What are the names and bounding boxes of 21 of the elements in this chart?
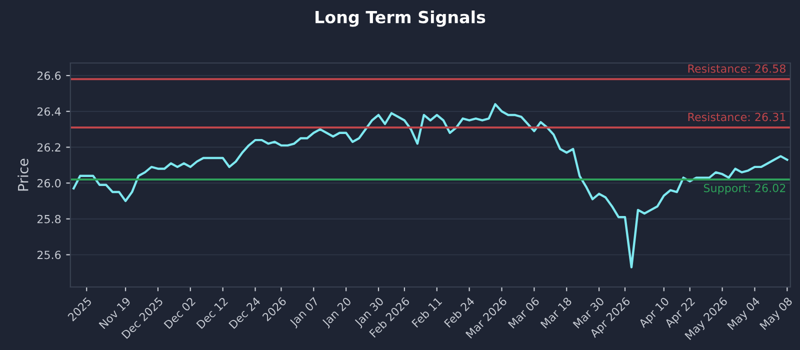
y-tick-label: 26.0	[37, 179, 61, 188]
ref-line-label: Resistance: 26.31	[688, 112, 786, 122]
y-tick-label: 26.4	[37, 107, 61, 116]
x-tick-label: Mar 06	[508, 296, 540, 329]
x-tick-label: Dec 12	[196, 296, 228, 330]
y-axis-title: Price	[18, 158, 28, 191]
x-tick-label: Dec 24	[228, 296, 261, 330]
line-series	[72, 103, 788, 268]
chart-title: Long Term Signals	[316, 10, 486, 27]
y-tick-label: 26.6	[37, 72, 61, 80]
y-tick-label: 26.2	[37, 143, 60, 152]
x-tick-label: Mar 18	[540, 296, 572, 329]
x-tick-label: Jan 07	[288, 296, 321, 329]
y-tick-label: 25.8	[37, 214, 61, 224]
x-tick-label: Feb 24	[444, 296, 475, 328]
x-tick-label: Feb 11	[411, 296, 442, 328]
y-tick-label: 25.6	[37, 250, 61, 260]
x-tick-label: Jan 20	[321, 296, 354, 329]
ref-line-label: Resistance: 26.58	[688, 64, 786, 73]
ref-line-label: Support: 26.02	[704, 184, 786, 194]
x-tick-label: Dec 02	[164, 296, 196, 330]
